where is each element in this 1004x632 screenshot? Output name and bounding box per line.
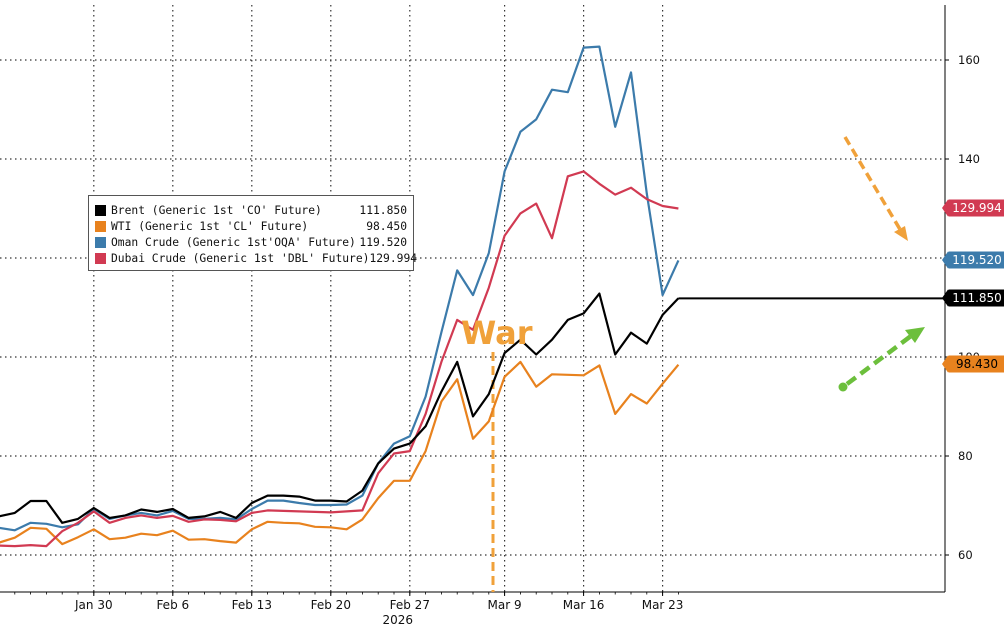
legend-swatch	[95, 236, 106, 248]
legend-label: WTI (Generic 1st 'CL' Future)	[111, 219, 309, 233]
legend-value: 129.994	[369, 251, 418, 265]
legend-value: 98.450	[366, 219, 407, 233]
x-tick-label: Mar 9	[488, 598, 522, 612]
value-tag-box	[948, 251, 1004, 269]
up-arrow-line	[845, 334, 913, 386]
legend-swatch	[95, 252, 106, 264]
legend-value: 119.520	[359, 235, 407, 249]
legend-row-oman: Oman Crude (Generic 1st'OQA' Future) 119…	[95, 234, 407, 250]
y-tick-label: 160	[958, 53, 980, 67]
trend-arrows	[838, 136, 925, 392]
legend-swatch	[95, 204, 106, 216]
value-tag-box	[948, 355, 1004, 373]
legend-value: 111.850	[359, 203, 407, 217]
up-arrow-dot	[838, 382, 848, 392]
x-tick-label: Feb 13	[232, 598, 272, 612]
y-tick-label: 80	[958, 449, 973, 463]
series-line	[0, 360, 680, 546]
x-tick-label: Feb 20	[311, 598, 351, 612]
y-tick-label: 60	[958, 548, 973, 562]
down-arrow-line	[843, 136, 903, 232]
series-line	[0, 45, 680, 532]
value-tag-pointer	[942, 289, 948, 307]
up-arrow-head	[905, 327, 925, 343]
series-line	[0, 292, 680, 524]
legend-label: Dubai Crude (Generic 1st 'DBL' Future)	[111, 251, 370, 265]
legend-row-brent: Brent (Generic 1st 'CO' Future) 111.850	[95, 202, 407, 218]
value-tag-pointer	[942, 355, 948, 373]
value-tag-pointer	[942, 251, 948, 269]
legend-label: Brent (Generic 1st 'CO' Future)	[111, 203, 322, 217]
value-tag-label: 98.430	[956, 357, 998, 371]
legend-row-dubai: Dubai Crude (Generic 1st 'DBL' Future) 1…	[95, 250, 417, 266]
x-tick-label: Feb 6	[156, 598, 189, 612]
value-tag-label: 119.520	[952, 253, 1002, 267]
value-tags: 129.994 119.520 111.850 98.430	[942, 199, 1004, 373]
value-tag-box	[948, 199, 1004, 217]
legend-label: Oman Crude (Generic 1st'OQA' Future)	[111, 235, 356, 249]
value-tag-label: 129.994	[952, 201, 1002, 215]
series-line	[0, 170, 679, 548]
legend-swatch	[95, 220, 106, 232]
down-arrow-head	[894, 226, 908, 241]
legend: Brent (Generic 1st 'CO' Future) 111.850 …	[88, 195, 417, 271]
x-year-label: 2026	[383, 613, 414, 627]
x-tick-label: Mar 23	[642, 598, 684, 612]
legend-row-wti: WTI (Generic 1st 'CL' Future) 98.450	[95, 218, 407, 234]
x-tick-label: Mar 16	[563, 598, 605, 612]
value-tag-box	[948, 289, 1004, 307]
x-tick-label: Feb 27	[390, 598, 430, 612]
war-label: War	[461, 314, 533, 352]
value-tag-pointer	[942, 199, 948, 217]
x-tick-label: Jan 30	[74, 598, 113, 612]
y-tick-label: 140	[958, 152, 980, 166]
series-lines	[0, 45, 949, 548]
value-tag-label: 111.850	[952, 291, 1002, 305]
